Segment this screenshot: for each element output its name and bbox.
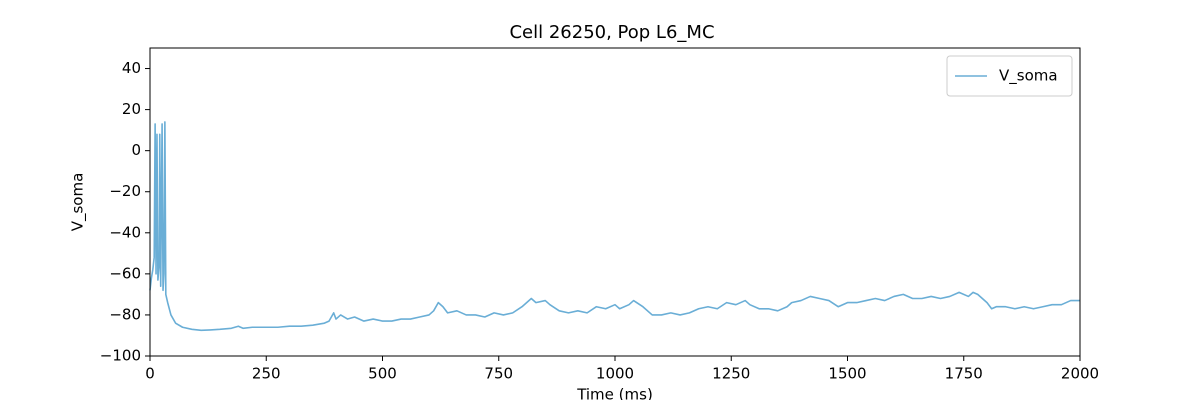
x-tick-label: 2000 (1061, 365, 1099, 383)
x-tick-label: 0 (145, 365, 155, 383)
x-tick-label: 1500 (828, 365, 866, 383)
y-tick-label: −60 (109, 264, 141, 282)
y-tick-label: −40 (109, 223, 141, 241)
x-tick-label: 500 (368, 365, 397, 383)
y-tick-label: −100 (100, 347, 141, 365)
y-tick-label: 40 (122, 59, 141, 77)
x-tick-label: 1250 (712, 365, 750, 383)
plot-frame (149, 47, 1081, 357)
x-tick-label: 250 (252, 365, 281, 383)
y-tick-label: 20 (122, 100, 141, 118)
legend-label: V_soma (999, 67, 1058, 86)
chart-title: Cell 26250, Pop L6_MC (509, 22, 714, 43)
x-tick-label: 1000 (596, 365, 634, 383)
y-axis-label: V_soma (69, 173, 88, 232)
y-tick-label: 0 (131, 141, 141, 159)
y-tick-label: −80 (109, 305, 141, 323)
legend-box (946, 55, 1073, 97)
x-tick-label: 1750 (945, 365, 983, 383)
x-tick-label: 750 (484, 365, 513, 383)
y-tick-label: −20 (109, 182, 141, 200)
x-axis-label: Time (ms) (576, 386, 653, 400)
series-line (149, 121, 1080, 332)
